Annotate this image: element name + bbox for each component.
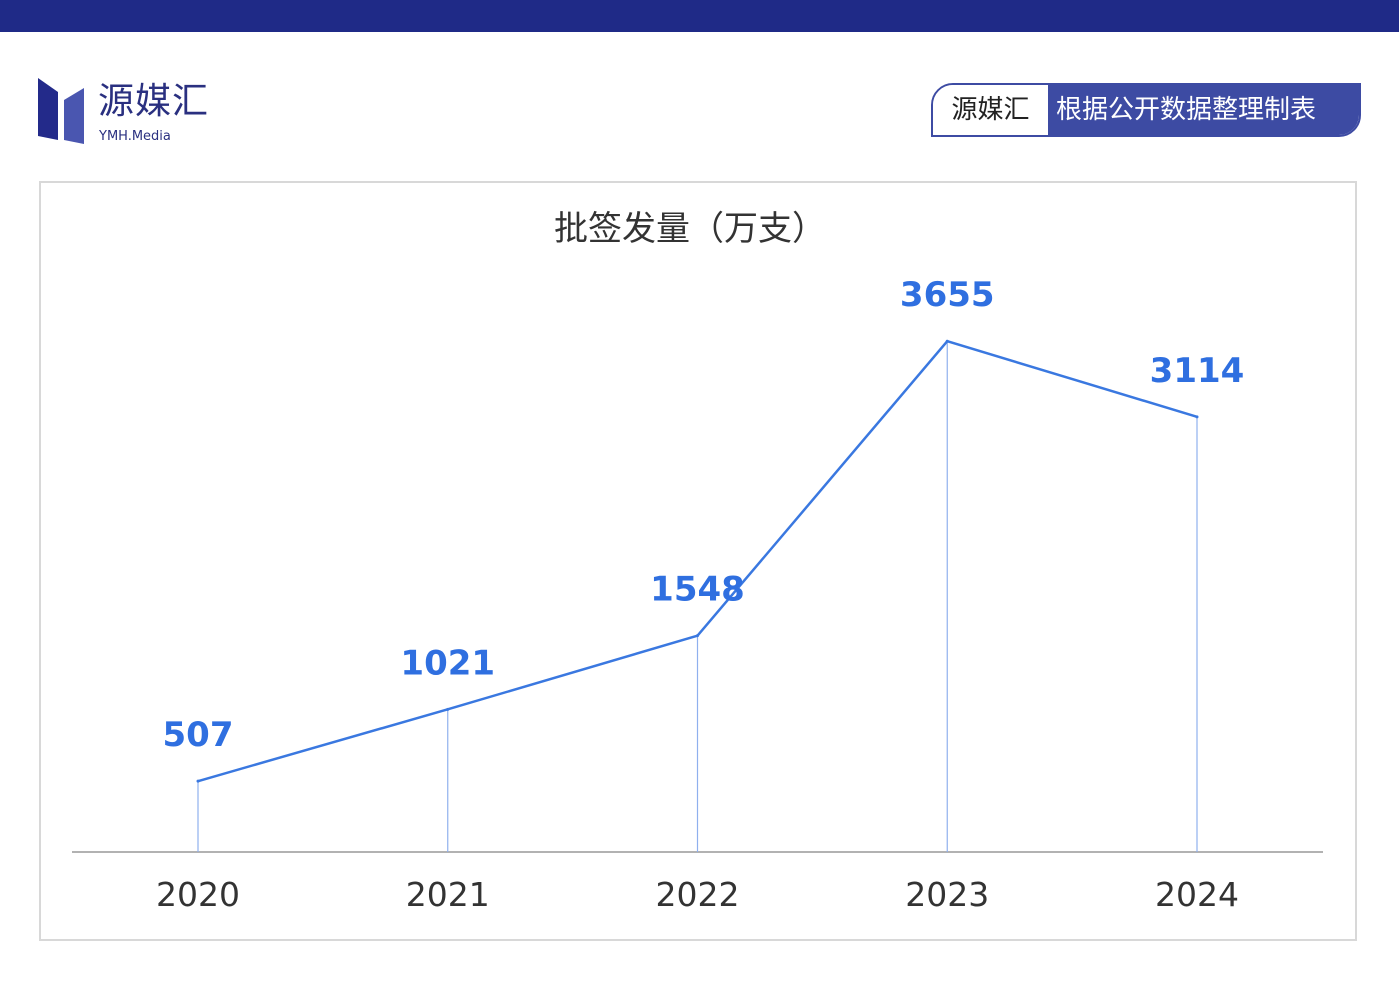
data-point xyxy=(1195,415,1199,419)
x-tick-label: 2023 xyxy=(905,875,989,914)
data-point xyxy=(446,707,450,711)
logo-name: 源媒汇 xyxy=(98,81,210,122)
data-label: 1548 xyxy=(650,570,745,610)
badge-brand: 源媒汇 xyxy=(933,85,1048,135)
data-point xyxy=(196,779,200,783)
data-label: 3114 xyxy=(1150,351,1245,391)
data-label: 507 xyxy=(163,715,234,755)
source-badge: 源媒汇 根据公开数据整理制表 xyxy=(931,83,1361,137)
ymh-logo-icon xyxy=(38,78,84,144)
chart-frame xyxy=(39,181,1357,941)
x-tick-label: 2021 xyxy=(406,875,490,914)
chart-title: 批签发量（万支） xyxy=(554,209,826,249)
data-point xyxy=(945,339,949,343)
data-point xyxy=(696,634,699,638)
top-bar xyxy=(0,0,1399,32)
logo-subtitle: YMH.Media xyxy=(99,129,171,144)
x-tick-label: 2024 xyxy=(1155,875,1239,914)
x-tick-label: 2022 xyxy=(656,875,740,914)
data-label: 1021 xyxy=(400,643,495,683)
x-tick-label: 2020 xyxy=(156,875,240,914)
badge-note: 根据公开数据整理制表 xyxy=(1048,85,1359,135)
data-label: 3655 xyxy=(900,275,995,315)
